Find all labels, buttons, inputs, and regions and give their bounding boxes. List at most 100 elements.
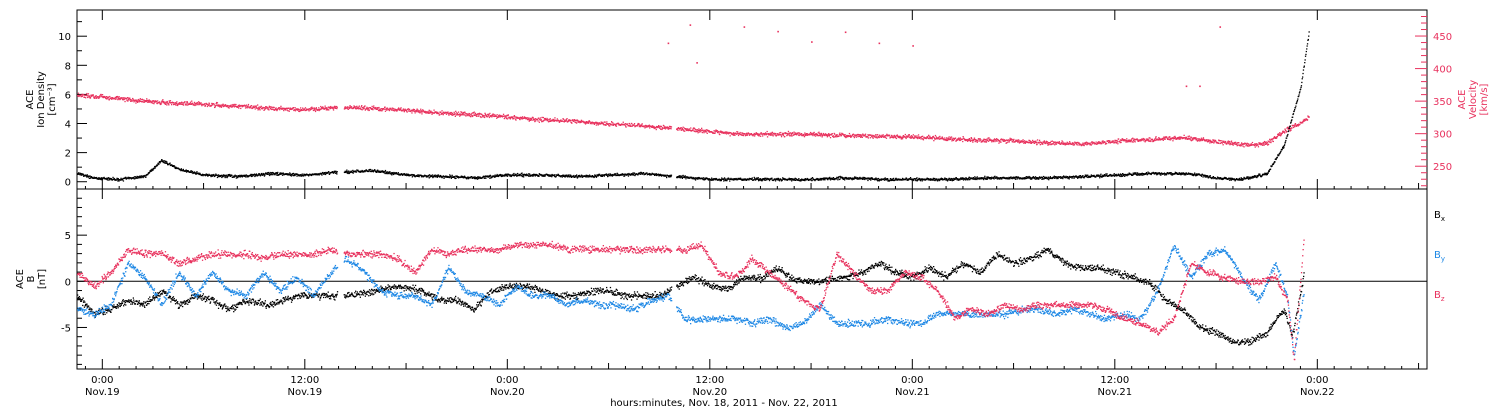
velocity-point [1061,142,1063,144]
density-point [710,179,712,181]
velocity-point [465,115,467,117]
density-point [156,165,158,167]
density-point [366,170,368,172]
velocity-tick-label: 300 [1433,130,1452,141]
velocity-point [1211,140,1213,142]
density-point [810,177,812,180]
velocity-point [985,141,988,143]
density-point [213,173,215,176]
velocity-point [323,108,325,110]
velocity-point [1275,136,1277,139]
velocity-point [1012,139,1015,142]
density-point [323,172,325,174]
density-point [282,172,284,174]
velocity-point [238,105,240,108]
velocity-point [117,98,119,100]
density-point [226,174,228,176]
density-point [202,173,204,175]
velocity-point [763,133,765,135]
velocity-point [1003,140,1005,142]
density-point [98,177,100,179]
velocity-point [851,135,853,137]
velocity-point [1246,144,1248,146]
density-point [336,171,338,173]
velocity-point [1255,144,1257,146]
density-point [463,177,465,179]
density-point [417,175,419,177]
density-point [515,174,518,176]
density-point [237,176,239,178]
velocity-point [147,101,149,103]
density-point [680,175,682,178]
velocity-point [615,125,617,127]
velocity-point [141,101,143,103]
velocity-point [268,109,270,111]
density-point [526,173,528,175]
velocity-point [935,136,937,138]
velocity-point [1221,142,1223,144]
density-point [528,173,530,175]
velocity-point [823,133,825,136]
velocity-point [1178,138,1180,140]
density-point [210,175,212,178]
velocity-point [1270,141,1272,144]
density-point [648,172,650,175]
density-point [609,173,612,176]
velocity-point [155,100,158,102]
velocity-point [815,133,817,135]
velocity-point [269,106,271,108]
density-point [505,175,507,177]
velocity-point [177,104,179,107]
density-point [831,178,833,180]
density-point [708,178,710,180]
velocity-point [576,122,578,124]
velocity-point [318,107,320,109]
velocity-point [195,104,197,106]
density-point [140,175,143,177]
velocity-point [484,112,486,114]
velocity-point [114,96,117,98]
density-point [812,178,814,180]
density-point [634,174,636,177]
velocity-point [1254,146,1256,148]
velocity-point [769,134,771,136]
velocity-point [405,109,407,111]
velocity-point [727,133,730,135]
velocity-point [1111,141,1113,144]
velocity-point [973,137,976,139]
velocity-point [831,133,833,135]
velocity-point [1242,145,1244,147]
density-point [570,176,573,178]
density-point [206,173,208,176]
velocity-point [404,109,406,112]
velocity-point [872,134,874,136]
velocity-point [101,95,103,98]
velocity-point [333,107,335,109]
velocity-point [485,115,487,117]
velocity-point [741,132,743,134]
velocity-point [400,108,402,110]
density-point [528,175,530,177]
velocity-point [1020,140,1023,143]
density-point [849,177,851,179]
velocity-point [257,104,259,106]
velocity-point [273,106,275,109]
velocity-point [1087,143,1089,145]
density-point [766,179,768,181]
velocity-point [143,99,145,101]
velocity-point [1009,139,1011,141]
density-point [114,178,116,180]
density-tick-label: 6 [65,90,71,101]
density-point [534,175,536,177]
velocity-point [336,107,338,110]
density-point [211,175,213,177]
velocity-point [748,133,750,135]
velocity-point [703,132,705,134]
velocity-point [1271,140,1273,142]
velocity-point [580,120,582,123]
velocity-point [1157,139,1160,141]
velocity-point [1213,142,1215,144]
density-point [439,174,442,177]
velocity-point [1125,140,1127,142]
velocity-point [1187,135,1189,138]
